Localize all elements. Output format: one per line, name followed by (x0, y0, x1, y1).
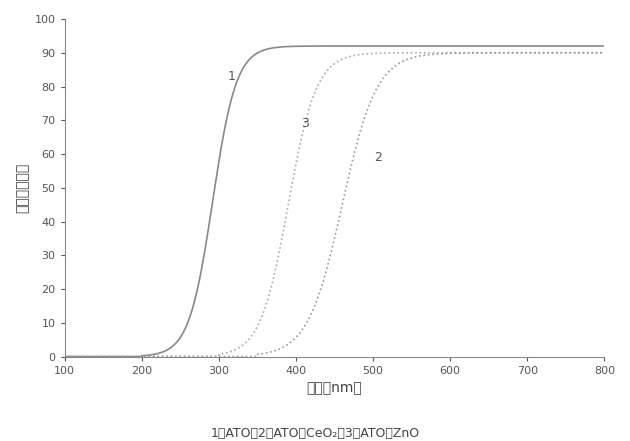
Text: 1－ATO、2－ATO＋CeO₂、3－ATO＋ZnO: 1－ATO、2－ATO＋CeO₂、3－ATO＋ZnO (210, 426, 420, 440)
Text: 2: 2 (375, 151, 382, 164)
Text: 1: 1 (228, 70, 236, 83)
Text: 3: 3 (301, 117, 309, 130)
X-axis label: 波長（nm）: 波長（nm） (307, 381, 362, 395)
Y-axis label: 透過率（％）: 透過率（％） (15, 163, 29, 213)
